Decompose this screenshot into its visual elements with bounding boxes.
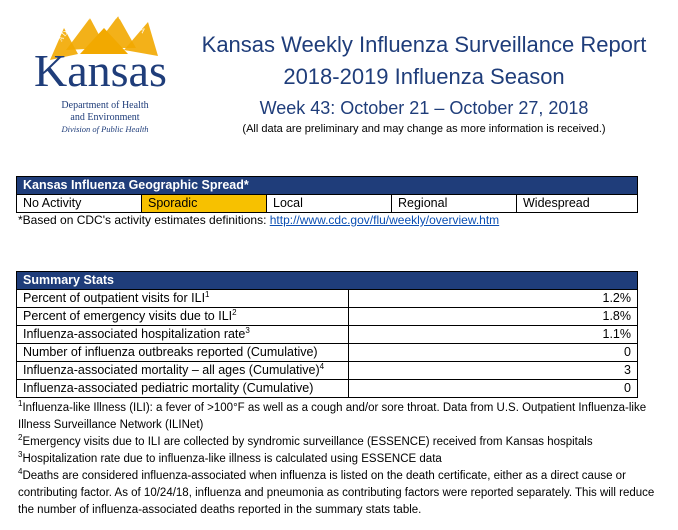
logo-wordmark: Kansas bbox=[34, 45, 167, 96]
stat-value: 0 bbox=[348, 343, 638, 362]
stat-value: 3 bbox=[348, 361, 638, 380]
level-no-activity: No Activity bbox=[16, 194, 142, 213]
logo-dept-line2: and Environment bbox=[70, 112, 140, 123]
definition-text: *Based on CDC's activity estimates defin… bbox=[18, 213, 270, 227]
geographic-spread-title: Kansas Influenza Geographic Spread* bbox=[16, 176, 638, 195]
table-row: Influenza-associated mortality – all age… bbox=[16, 361, 638, 380]
week-range: Week 43: October 21 – October 27, 2018 bbox=[259, 98, 589, 118]
level-sporadic-selected: Sporadic bbox=[141, 194, 267, 213]
table-row: Percent of emergency visits due to ILI2 … bbox=[16, 307, 638, 326]
footnote-4: 4Deaths are considered influenza-associa… bbox=[18, 467, 655, 516]
summary-stats-title: Summary Stats bbox=[16, 271, 638, 290]
stat-label: Number of influenza outbreaks reported (… bbox=[16, 343, 349, 362]
footnote-2: 2Emergency visits due to ILI are collect… bbox=[18, 433, 593, 448]
preliminary-note: (All data are preliminary and may change… bbox=[242, 123, 606, 135]
footnote-3: 3Hospitalization rate due to influenza-l… bbox=[18, 450, 442, 465]
stat-label: Influenza-associated mortality – all age… bbox=[16, 361, 349, 380]
sunflower-icon: AD ASTRA PER ASPERA bbox=[50, 14, 158, 60]
table-row: Influenza-associated hospitalization rat… bbox=[16, 325, 638, 344]
stat-value: 0 bbox=[348, 379, 638, 398]
logo-division: Division of Public Health bbox=[61, 124, 149, 134]
table-row: Number of influenza outbreaks reported (… bbox=[16, 343, 638, 362]
cdc-overview-link[interactable]: http://www.cdc.gov/flu/weekly/overview.h… bbox=[269, 213, 500, 227]
geographic-spread-table: Kansas Influenza Geographic Spread* No A… bbox=[16, 176, 638, 213]
stat-value: 1.2% bbox=[348, 289, 638, 308]
kdhe-logo: AD ASTRA PER ASPERA Kansas Department of… bbox=[20, 14, 188, 134]
stat-label: Influenza-associated pediatric mortality… bbox=[16, 379, 349, 398]
stat-label: Percent of outpatient visits for ILI1 bbox=[16, 289, 349, 308]
table-row: Influenza-associated pediatric mortality… bbox=[16, 379, 638, 398]
summary-stats-table: Summary Stats Percent of outpatient visi… bbox=[16, 271, 638, 398]
footnote-1: 1Influenza-like Illness (ILI): a fever o… bbox=[18, 399, 647, 431]
definition-note: *Based on CDC's activity estimates defin… bbox=[18, 213, 499, 227]
report-title: Kansas Weekly Influenza Surveillance Rep… bbox=[201, 32, 647, 57]
stat-value: 1.1% bbox=[348, 325, 638, 344]
level-regional: Regional bbox=[391, 194, 517, 213]
table-row: Percent of outpatient visits for ILI1 1.… bbox=[16, 289, 638, 308]
stat-label: Influenza-associated hospitalization rat… bbox=[16, 325, 349, 344]
level-local: Local bbox=[266, 194, 392, 213]
level-widespread: Widespread bbox=[516, 194, 638, 213]
stat-label: Percent of emergency visits due to ILI2 bbox=[16, 307, 349, 326]
season-title: 2018-2019 Influenza Season bbox=[283, 64, 565, 89]
stat-value: 1.8% bbox=[348, 307, 638, 326]
logo-dept-line1: Department of Health bbox=[61, 100, 149, 111]
